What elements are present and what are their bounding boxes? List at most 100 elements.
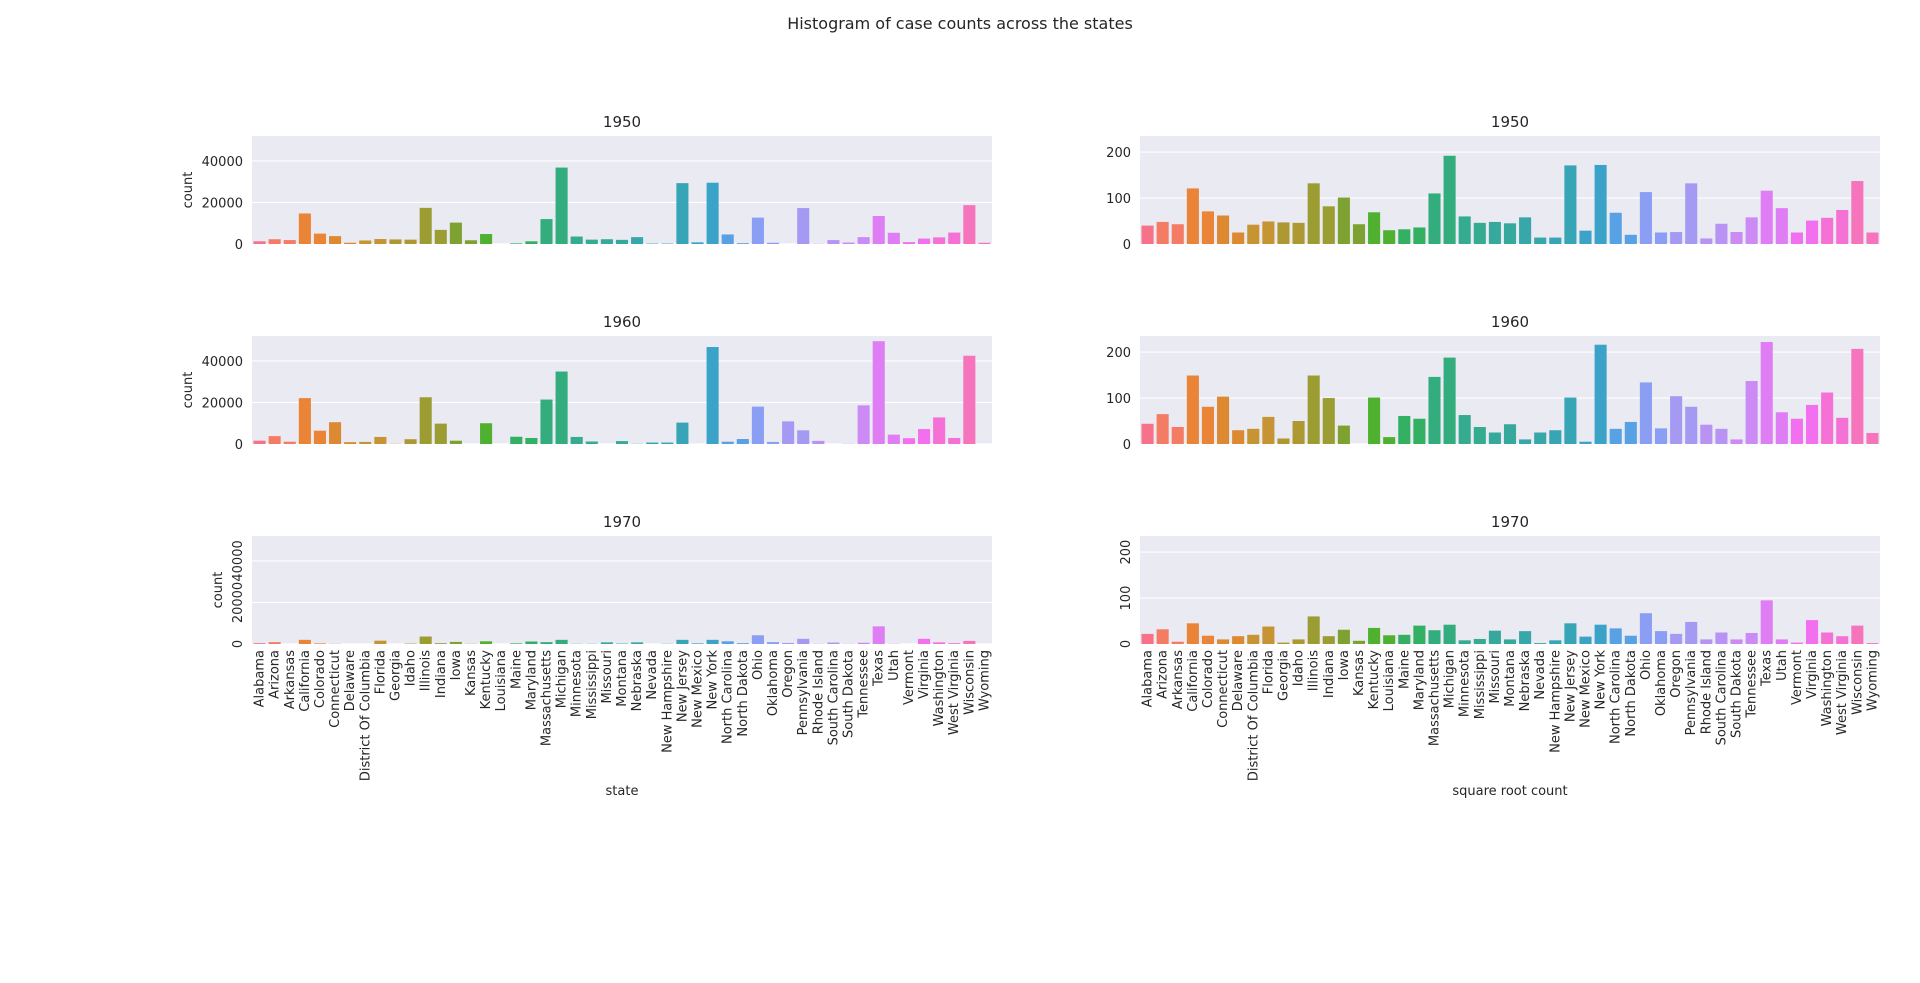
bar-michigan xyxy=(555,639,568,644)
x-tick-label: Kentucky xyxy=(1367,650,1382,710)
bar-idaho xyxy=(1292,421,1305,444)
bar-south-carolina xyxy=(1715,223,1728,244)
bar-west-virginia xyxy=(1836,636,1849,644)
bar-district-of-columbia xyxy=(359,441,372,444)
bar-alabama xyxy=(1141,633,1154,644)
x-tick-label: Arizona xyxy=(1156,650,1171,699)
x-tick-label: Nevada xyxy=(1533,650,1548,700)
bar-florida xyxy=(374,239,387,244)
x-tick-label: Maryland xyxy=(1412,650,1427,710)
x-tick-label: Wyoming xyxy=(977,650,992,711)
bar-louisiana xyxy=(1383,437,1396,444)
bar-oklahoma xyxy=(1654,428,1668,444)
bar-connecticut xyxy=(329,422,342,444)
bar-oklahoma xyxy=(766,441,780,444)
bar-vermont xyxy=(1790,418,1803,444)
x-tick-label: Alabama xyxy=(253,650,268,707)
bar-nebraska xyxy=(1519,217,1532,244)
bar-maryland xyxy=(1413,625,1426,644)
bar-kentucky xyxy=(1368,397,1381,444)
x-tick-label: New Hampshire xyxy=(660,650,675,753)
bar-idaho xyxy=(1292,222,1305,244)
x-tick-label: Pennsylvania xyxy=(796,650,811,735)
bar-mississippi xyxy=(1473,222,1486,244)
x-tick-label: New York xyxy=(706,650,721,710)
bar-district-of-columbia xyxy=(1247,224,1260,244)
x-tick-label: South Carolina xyxy=(1714,650,1729,745)
figure-title: Histogram of case counts across the stat… xyxy=(787,14,1133,33)
y-tick-label: 200 xyxy=(1119,540,1134,565)
bar-indiana xyxy=(1322,206,1335,244)
x-tick-label: Missouri xyxy=(1488,650,1503,704)
bar-tennessee xyxy=(857,405,870,444)
x-tick-label: Utah xyxy=(1775,650,1790,681)
bar-west-virginia xyxy=(1836,209,1849,244)
bar-arizona xyxy=(1156,629,1169,644)
bar-nevada xyxy=(646,442,659,444)
bar-oklahoma xyxy=(1654,232,1668,244)
x-tick-label: Indiana xyxy=(1322,650,1337,698)
bar-iowa xyxy=(1337,629,1350,644)
x-tick-label: Connecticut xyxy=(328,650,343,728)
x-tick-label: Nebraska xyxy=(630,650,645,711)
bar-georgia xyxy=(389,239,402,244)
y-tick-label: 20000 xyxy=(231,582,246,623)
plot-background xyxy=(1140,536,1880,644)
bar-michigan xyxy=(1443,624,1456,644)
bar-tennessee xyxy=(857,642,870,644)
bar-michigan xyxy=(1443,357,1456,444)
bar-colorado xyxy=(1201,406,1214,444)
bar-utah xyxy=(1775,208,1788,244)
x-tick-label: Wisconsin xyxy=(1850,650,1865,715)
bar-maryland xyxy=(525,641,538,644)
bar-alabama xyxy=(253,643,266,644)
bar-new-jersey xyxy=(1564,397,1577,444)
x-tick-label: Oklahoma xyxy=(766,650,781,716)
bar-maine xyxy=(510,643,523,644)
bar-texas xyxy=(872,626,885,644)
bar-pennsylvania xyxy=(797,208,810,244)
bar-tennessee xyxy=(857,237,870,244)
bar-california xyxy=(298,639,311,644)
bar-nevada xyxy=(1534,643,1547,644)
x-tick-label: Vermont xyxy=(1790,650,1805,705)
x-tick-label: Rhode Island xyxy=(1699,650,1714,734)
x-tick-label: New York xyxy=(1594,650,1609,710)
bar-north-carolina xyxy=(1609,428,1622,444)
bar-indiana xyxy=(434,643,447,644)
x-tick-label: Idaho xyxy=(404,650,419,686)
x-tick-label: Montana xyxy=(1503,650,1518,707)
subplot-right-1950: 0 100 200 1950 xyxy=(1106,113,1880,253)
x-tick-label: Mississippi xyxy=(585,650,600,719)
x-tick-label: District Of Columbia xyxy=(358,650,373,781)
x-tick-label: Massachusetts xyxy=(539,650,554,746)
bar-wisconsin xyxy=(1851,625,1864,644)
x-tick-label: Mississippi xyxy=(1473,650,1488,719)
bar-washington xyxy=(1821,632,1834,644)
bar-new-mexico xyxy=(1579,636,1592,644)
x-tick-label: Oregon xyxy=(781,650,796,698)
x-tick-label: Delaware xyxy=(1231,650,1246,711)
bar-idaho xyxy=(404,439,417,444)
bar-kentucky xyxy=(480,423,493,444)
bar-indiana xyxy=(434,423,447,444)
bar-colorado xyxy=(313,430,326,444)
bar-utah xyxy=(1775,412,1788,444)
bar-maryland xyxy=(525,241,538,244)
bar-new-york xyxy=(1594,164,1607,244)
bar-tennessee xyxy=(1745,381,1758,444)
bar-iowa xyxy=(449,440,462,444)
x-tick-label: Illinois xyxy=(419,650,434,691)
bar-georgia xyxy=(1277,222,1290,244)
x-tick-label: Virginia xyxy=(1805,650,1820,699)
y-tick-label: 40000 xyxy=(231,540,246,581)
x-tick-label: Texas xyxy=(872,650,887,687)
bar-arkansas xyxy=(1171,426,1184,444)
bar-nebraska xyxy=(1519,631,1532,644)
bar-wisconsin xyxy=(963,640,976,644)
bar-massachusetts xyxy=(540,219,553,244)
x-tick-label: Washington xyxy=(932,650,947,726)
bar-virginia xyxy=(1806,620,1819,644)
bar-new-york xyxy=(1594,344,1607,444)
